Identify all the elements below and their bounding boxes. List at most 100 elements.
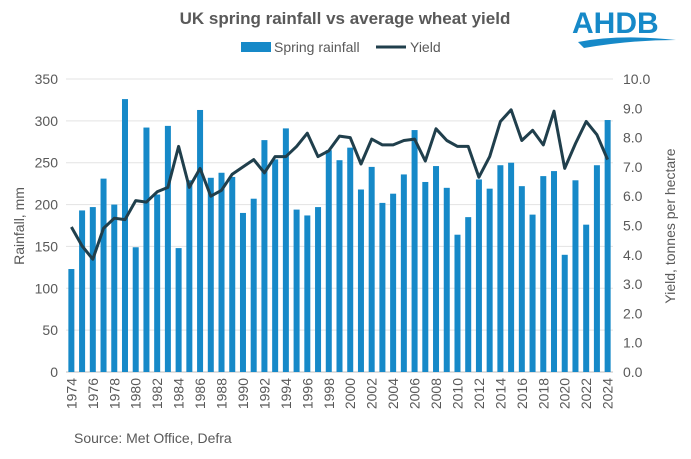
y-tick-label: 50 bbox=[42, 322, 58, 338]
bar-rainfall-1990 bbox=[239, 212, 246, 372]
y-tick-label: 250 bbox=[35, 155, 59, 171]
y2-tick-label: 1.0 bbox=[623, 335, 643, 351]
logo-swoosh bbox=[578, 37, 676, 48]
x-tick-label: 2004 bbox=[385, 378, 401, 409]
y2-axis-label: Yield, tonnes per hectare bbox=[662, 148, 678, 303]
bar-rainfall-2001 bbox=[357, 189, 364, 372]
bar-rainfall-2017 bbox=[529, 214, 536, 372]
bar-rainfall-1988 bbox=[218, 172, 225, 372]
legend-label-yield: Yield bbox=[410, 39, 441, 55]
x-tick-label: 1992 bbox=[256, 378, 272, 409]
chart-title: UK spring rainfall vs average wheat yiel… bbox=[180, 9, 511, 28]
bar-rainfall-1983 bbox=[164, 125, 171, 372]
bar-rainfall-1992 bbox=[261, 140, 268, 372]
x-tick-label: 2010 bbox=[449, 378, 465, 409]
y2-tick-label: 3.0 bbox=[623, 276, 643, 292]
bar-rainfall-2008 bbox=[433, 166, 440, 372]
x-tick-label: 2020 bbox=[557, 378, 573, 409]
bar-rainfall-2002 bbox=[368, 166, 375, 372]
x-tick-label: 2008 bbox=[428, 378, 444, 409]
x-tick-label: 1982 bbox=[149, 378, 165, 409]
bar-rainfall-2013 bbox=[486, 188, 493, 372]
y2-tick-label: 8.0 bbox=[623, 130, 643, 146]
x-tick-label: 1978 bbox=[106, 378, 122, 409]
bar-rainfall-1997 bbox=[315, 207, 322, 372]
bar-rainfall-2016 bbox=[518, 186, 525, 372]
bar-rainfall-1991 bbox=[250, 198, 257, 372]
bar-rainfall-1999 bbox=[336, 160, 343, 372]
x-tick-label: 1988 bbox=[214, 378, 230, 409]
y2-tick-label: 0.0 bbox=[623, 364, 643, 380]
y2-tick-label: 7.0 bbox=[623, 159, 643, 175]
bar-rainfall-2023 bbox=[593, 165, 600, 372]
bar-rainfall-1978 bbox=[111, 204, 118, 372]
bar-rainfall-2022 bbox=[583, 224, 590, 372]
bar-rainfall-1989 bbox=[229, 176, 236, 372]
legend-label-rainfall: Spring rainfall bbox=[274, 39, 360, 55]
logo-text: AHDB bbox=[572, 7, 659, 40]
x-tick-label: 1996 bbox=[299, 378, 315, 409]
bar-rainfall-2005 bbox=[400, 174, 407, 372]
y-tick-label: 0 bbox=[50, 364, 58, 380]
x-tick-label: 1984 bbox=[171, 378, 187, 409]
x-tick-label: 1974 bbox=[63, 378, 79, 409]
x-tick-label: 1986 bbox=[192, 378, 208, 409]
series-line-yield bbox=[70, 108, 609, 261]
x-tick-label: 2002 bbox=[364, 378, 380, 409]
x-tick-label: 1998 bbox=[321, 378, 337, 409]
bar-rainfall-1982 bbox=[154, 194, 161, 372]
bar-rainfall-1977 bbox=[100, 178, 107, 372]
bar-rainfall-2024 bbox=[604, 120, 611, 373]
legend-swatch-rainfall bbox=[241, 42, 271, 52]
bar-rainfall-1987 bbox=[207, 177, 214, 372]
legend: Spring rainfall Yield bbox=[241, 39, 441, 55]
bar-rainfall-1986 bbox=[197, 109, 204, 372]
x-tick-label: 1990 bbox=[235, 378, 251, 409]
x-tick-label: 2000 bbox=[342, 378, 358, 409]
bar-rainfall-2014 bbox=[497, 165, 504, 372]
bar-rainfall-1981 bbox=[143, 127, 150, 372]
bar-rainfall-2004 bbox=[390, 193, 397, 372]
bar-rainfall-2020 bbox=[561, 254, 568, 372]
x-tick-label: 2014 bbox=[492, 378, 508, 409]
bar-rainfall-1994 bbox=[282, 128, 289, 372]
logo: AHDB bbox=[572, 7, 676, 48]
bar-rainfall-1984 bbox=[175, 248, 182, 372]
bar-rainfall-1995 bbox=[293, 209, 300, 372]
y-tick-label: 300 bbox=[35, 113, 59, 129]
bar-rainfall-1976 bbox=[89, 207, 96, 372]
bar-rainfall-2003 bbox=[379, 202, 386, 372]
bar-rainfall-2015 bbox=[508, 162, 515, 372]
y2-tick-label: 6.0 bbox=[623, 188, 643, 204]
y-tick-label: 350 bbox=[35, 71, 59, 87]
bar-rainfall-1993 bbox=[272, 159, 279, 372]
bar-rainfall-2019 bbox=[551, 171, 558, 372]
bar-rainfall-2006 bbox=[411, 130, 418, 372]
y2-tick-label: 4.0 bbox=[623, 247, 643, 263]
bar-rainfall-2010 bbox=[454, 234, 461, 372]
bar-rainfall-1985 bbox=[186, 180, 193, 372]
x-tick-label: 2018 bbox=[535, 378, 551, 409]
bar-rainfall-2018 bbox=[540, 176, 547, 372]
y-tick-label: 150 bbox=[35, 238, 59, 254]
y-tick-label: 100 bbox=[35, 280, 59, 296]
y2-tick-label: 10.0 bbox=[623, 71, 650, 87]
x-tick-label: 1994 bbox=[278, 378, 294, 409]
x-tick-label: 2006 bbox=[407, 378, 423, 409]
y-axis-label: Rainfall, mm bbox=[11, 187, 27, 265]
bar-rainfall-1974 bbox=[68, 269, 75, 372]
source-note: Source: Met Office, Defra bbox=[74, 430, 232, 446]
x-tick-label: 2016 bbox=[514, 378, 530, 409]
x-tick-label: 1980 bbox=[128, 378, 144, 409]
x-tick-label: 2022 bbox=[578, 378, 594, 409]
y2-tick-label: 9.0 bbox=[623, 100, 643, 116]
y-tick-label: 200 bbox=[35, 197, 59, 213]
bar-rainfall-2000 bbox=[347, 147, 354, 372]
bar-rainfall-2007 bbox=[422, 181, 429, 372]
x-tick-label: 2012 bbox=[471, 378, 487, 409]
x-tick-label: 2024 bbox=[600, 378, 616, 409]
bar-rainfall-2021 bbox=[572, 180, 579, 372]
bar-rainfall-1980 bbox=[132, 247, 139, 372]
bar-rainfall-2009 bbox=[443, 187, 450, 372]
